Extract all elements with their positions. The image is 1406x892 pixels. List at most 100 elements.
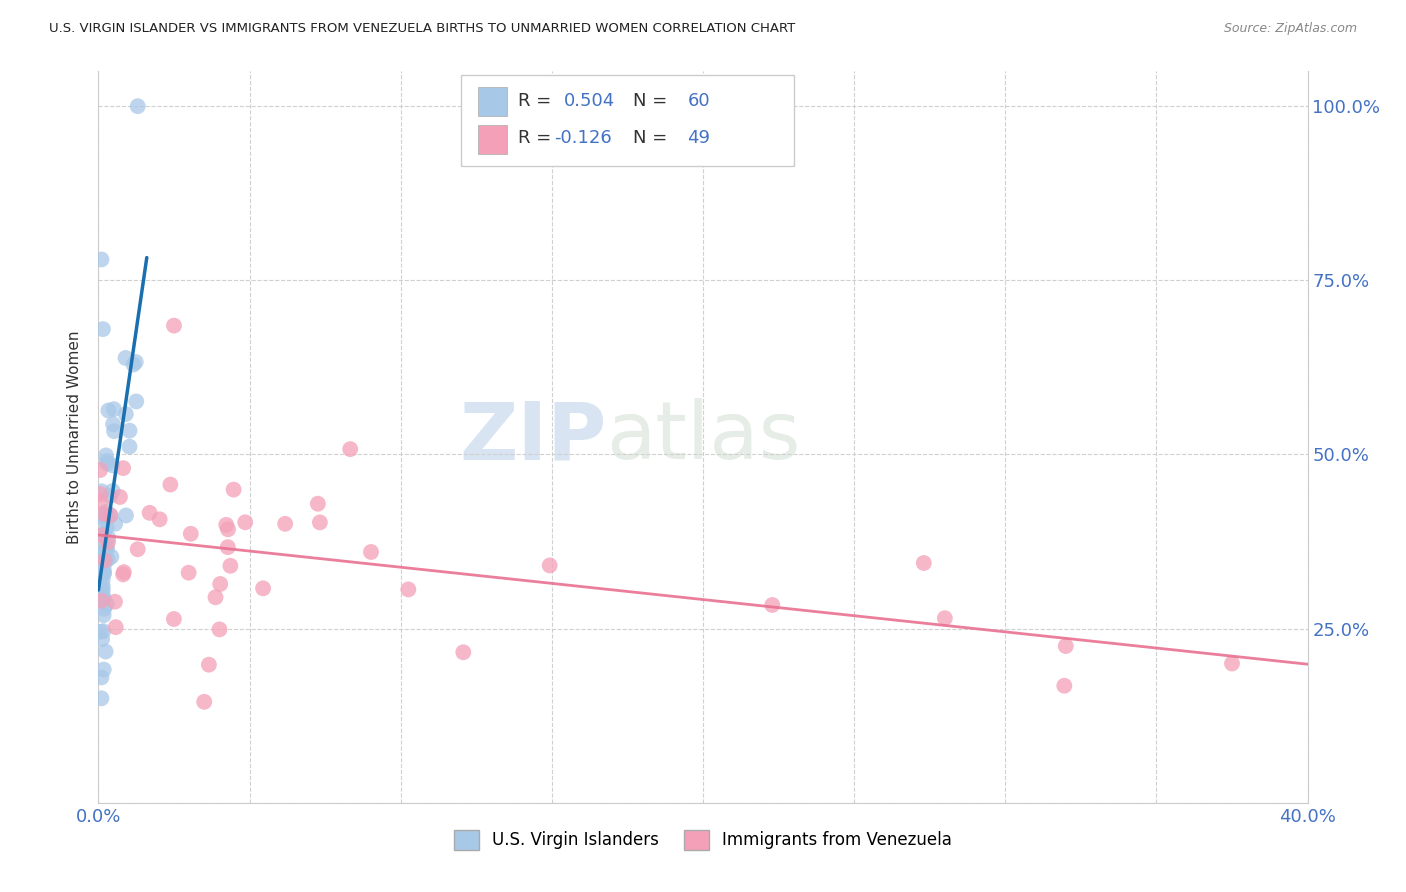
Point (93, 508, 115, 522)
Point (96, 542, 118, 557)
Point (1053, 679, 1076, 693)
Point (97, 552, 120, 566)
Point (104, 620, 127, 634)
Point (193, 695, 215, 709)
Point (127, 542, 149, 557)
Point (118, 440, 141, 454)
Point (112, 567, 135, 582)
Point (94, 512, 117, 526)
Point (93, 608, 115, 623)
Y-axis label: Births to Unmarried Women: Births to Unmarried Women (67, 330, 83, 544)
Point (96, 597, 118, 611)
Point (177, 566, 200, 580)
Point (90, 495, 112, 509)
Point (98, 489, 121, 503)
Point (222, 483, 245, 497)
FancyBboxPatch shape (478, 87, 508, 116)
Point (90, 532, 112, 546)
Point (96, 520, 118, 534)
Text: -0.126: -0.126 (554, 129, 612, 147)
Point (91, 632, 114, 646)
Point (91, 322, 114, 336)
Point (91, 573, 114, 587)
Point (93, 591, 115, 605)
Point (93, 546, 115, 560)
Point (159, 477, 181, 491)
Point (125, 394, 148, 409)
Point (114, 351, 136, 365)
Point (104, 595, 127, 609)
Point (149, 512, 172, 526)
Point (339, 442, 361, 457)
Point (217, 522, 239, 536)
Point (90, 484, 112, 499)
Point (94, 449, 117, 463)
Point (93, 566, 115, 580)
Point (912, 556, 935, 570)
Point (219, 558, 242, 573)
Point (208, 623, 231, 637)
Point (90, 528, 112, 542)
Point (98, 508, 121, 523)
Point (93, 526, 115, 541)
Point (89, 592, 111, 607)
Point (93, 566, 115, 580)
Point (89, 624, 111, 639)
Point (118, 424, 141, 438)
Point (101, 483, 124, 498)
Point (122, 358, 145, 372)
Point (100, 549, 122, 564)
Point (127, 99, 149, 113)
Point (91, 582, 114, 597)
FancyBboxPatch shape (461, 75, 793, 167)
Point (90, 594, 112, 608)
Point (138, 506, 160, 520)
Point (96, 541, 118, 555)
Point (90, 487, 112, 501)
Point (97, 403, 120, 417)
Point (204, 591, 226, 605)
Point (180, 526, 202, 541)
Point (90, 585, 112, 599)
Point (114, 407, 136, 421)
Point (115, 508, 138, 523)
Point (103, 402, 125, 417)
Point (90, 670, 112, 684)
Point (453, 645, 475, 659)
Point (93, 553, 115, 567)
Point (209, 577, 232, 591)
Point (1054, 639, 1077, 653)
Point (217, 540, 239, 554)
Point (934, 611, 956, 625)
Text: U.S. VIRGIN ISLANDER VS IMMIGRANTS FROM VENEZUELA BIRTHS TO UNMARRIED WOMEN CORR: U.S. VIRGIN ISLANDER VS IMMIGRANTS FROM … (49, 22, 796, 36)
Text: 60: 60 (688, 92, 710, 110)
Text: 49: 49 (688, 129, 710, 147)
Point (94, 644, 117, 658)
Point (91, 579, 114, 593)
Point (94, 554, 117, 568)
Legend: U.S. Virgin Islanders, Immigrants from Venezuela: U.S. Virgin Islanders, Immigrants from V… (447, 823, 959, 856)
Point (97, 535, 120, 549)
Point (93, 561, 115, 575)
Point (761, 598, 783, 612)
Point (101, 417, 124, 432)
Point (198, 657, 221, 672)
Point (93, 602, 115, 616)
Point (252, 582, 274, 596)
Text: ZIP: ZIP (458, 398, 606, 476)
Text: atlas: atlas (606, 398, 800, 476)
Point (538, 558, 561, 573)
Point (96, 505, 118, 519)
Point (112, 461, 135, 475)
Point (96, 457, 118, 471)
Point (309, 516, 332, 530)
Point (307, 497, 329, 511)
Point (100, 508, 122, 522)
Point (97, 531, 120, 545)
Point (89, 508, 111, 523)
FancyBboxPatch shape (478, 125, 508, 153)
Point (90, 546, 112, 560)
Point (163, 318, 186, 333)
Text: Source: ZipAtlas.com: Source: ZipAtlas.com (1223, 22, 1357, 36)
Point (101, 458, 124, 473)
